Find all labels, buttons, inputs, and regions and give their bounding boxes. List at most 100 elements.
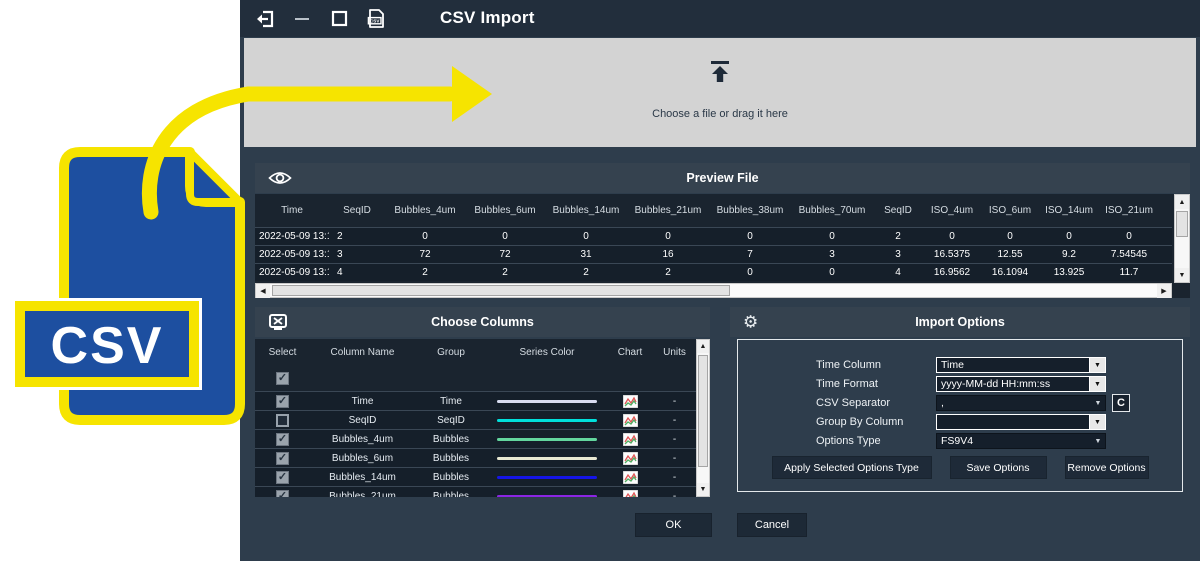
series-color-swatch[interactable] — [497, 437, 597, 441]
cell: 16 — [662, 249, 674, 260]
row-checkbox[interactable]: ✓ — [276, 432, 289, 446]
cell: 72 — [419, 249, 431, 260]
preview-file-header: Preview File — [255, 163, 1190, 193]
import-options-header: ⚙ Import Options — [730, 307, 1190, 337]
row-checkbox[interactable]: ✓ — [276, 413, 289, 427]
column-group: Time — [440, 395, 462, 407]
cancel-button[interactable]: Cancel — [737, 513, 807, 537]
series-color-swatch[interactable] — [497, 456, 597, 460]
chart-icon[interactable] — [622, 489, 638, 497]
scrollbar-thumb[interactable] — [272, 285, 730, 296]
time-format-dropdown[interactable]: yyyy-MM-dd HH:mm:ss ▼ — [936, 376, 1106, 392]
scrollbar-thumb[interactable] — [698, 355, 708, 467]
cell: 0 — [829, 267, 835, 278]
column-header: ISO_14um — [1045, 205, 1093, 216]
column-header: SeqID — [343, 205, 371, 216]
csv-file-icon: CSV — [365, 8, 387, 29]
scroll-down-icon[interactable]: ▼ — [697, 483, 709, 496]
preview-table: Time SeqID Bubbles_4um Bubbles_6um Bubbl… — [255, 194, 1190, 298]
maximize-icon[interactable] — [328, 9, 350, 29]
column-group: Bubbles — [432, 452, 470, 464]
time-column-dropdown[interactable]: Time ▼ — [936, 357, 1106, 373]
scroll-up-icon[interactable]: ▲ — [697, 340, 709, 353]
column-group: Bubbles — [432, 471, 470, 483]
column-units: - — [672, 395, 677, 407]
dropdown-value: , — [941, 397, 944, 409]
chart-icon[interactable] — [622, 451, 638, 465]
column-name: Bubbles_14um — [329, 471, 396, 483]
table-row: 2022-05-09 13:15:44 2 0 0 0 0 0 0 2 0 0 … — [255, 227, 1172, 245]
csv-separator-dropdown[interactable]: , ▼ — [936, 395, 1106, 411]
cell: 72 — [499, 249, 511, 260]
minimize-icon[interactable] — [291, 9, 313, 29]
svg-text:CSV: CSV — [370, 18, 380, 23]
row-checkbox[interactable]: ✓ — [276, 451, 289, 465]
dropzone-label: Choose a file or drag it here — [652, 108, 788, 120]
cell: 0 — [1126, 231, 1132, 242]
options-type-dropdown[interactable]: FS9V4 ▼ — [936, 433, 1106, 449]
chart-icon[interactable] — [622, 432, 638, 446]
series-color-swatch[interactable] — [497, 494, 597, 497]
dropdown-arrow-icon[interactable]: ▼ — [1089, 415, 1105, 429]
scroll-up-icon[interactable]: ▲ — [1175, 195, 1189, 209]
cell: 11.7 — [1119, 267, 1139, 278]
title-bar: CSV CSV Import — [240, 0, 1200, 37]
time-column-label: Time Column — [816, 359, 881, 371]
column-row: ✓ Bubbles_21um Bubbles - — [255, 486, 696, 497]
csv-badge-label: CSV — [51, 317, 164, 375]
scrollbar-thumb[interactable] — [1176, 211, 1188, 237]
preview-vertical-scrollbar[interactable]: ▲ ▼ — [1174, 194, 1190, 283]
scroll-down-icon[interactable]: ▼ — [1175, 268, 1189, 282]
cell: 2 — [583, 267, 589, 278]
dropdown-arrow-icon[interactable]: ▼ — [1089, 358, 1105, 372]
column-header: Time — [281, 205, 303, 216]
preview-horizontal-scrollbar[interactable]: ◀ ▶ — [255, 283, 1172, 298]
exit-icon[interactable] — [254, 9, 276, 29]
cell: 3 — [337, 249, 343, 260]
column-header: ISO_4um — [930, 205, 974, 216]
cell: 0 — [1007, 231, 1013, 242]
cell: 0 — [665, 231, 671, 242]
column-name: Time — [351, 395, 374, 407]
file-dropzone[interactable]: Choose a file or drag it here — [244, 38, 1196, 147]
select-all-checkbox[interactable]: ✓ — [276, 371, 289, 385]
column-header: Units — [663, 346, 686, 358]
cell: 2 — [422, 267, 428, 278]
file-fold — [186, 148, 244, 206]
cell: 2 — [665, 267, 671, 278]
scroll-right-icon[interactable]: ▶ — [1157, 283, 1171, 298]
dropdown-arrow-icon[interactable]: ▼ — [1089, 377, 1105, 391]
series-color-swatch[interactable] — [497, 399, 597, 403]
column-header: ISO_6um — [988, 205, 1032, 216]
cell: 0 — [583, 231, 589, 242]
column-header: Chart — [617, 346, 643, 358]
column-row: ✓ Bubbles_14um Bubbles - — [255, 467, 696, 486]
refresh-icon[interactable]: C — [1112, 394, 1130, 412]
chart-icon[interactable] — [622, 394, 638, 408]
chart-icon[interactable] — [622, 470, 638, 484]
group-by-column-dropdown[interactable]: ▼ — [936, 414, 1106, 430]
row-checkbox[interactable]: ✓ — [276, 489, 289, 497]
row-checkbox[interactable]: ✓ — [276, 394, 289, 408]
column-row: ✓ Bubbles_4um Bubbles - — [255, 429, 696, 448]
dropdown-arrow-icon[interactable]: ▼ — [1094, 399, 1102, 407]
column-header: ISO_21um — [1105, 205, 1153, 216]
chart-icon[interactable] — [622, 413, 638, 427]
scroll-left-icon[interactable]: ◀ — [256, 283, 270, 298]
column-header: Bubbles_6um — [474, 205, 536, 216]
column-header: Bubbles_21um — [634, 205, 702, 216]
dropdown-arrow-icon[interactable]: ▼ — [1094, 437, 1102, 445]
apply-selected-options-type-button[interactable]: Apply Selected Options Type — [771, 456, 932, 479]
column-header: Bubbles_4um — [394, 205, 456, 216]
row-checkbox[interactable]: ✓ — [276, 470, 289, 484]
cell: 13.925 — [1053, 267, 1085, 278]
series-color-swatch[interactable] — [497, 418, 597, 422]
column-header: Bubbles_14um — [552, 205, 620, 216]
cell: 7 — [747, 249, 753, 260]
series-color-swatch[interactable] — [497, 475, 597, 479]
ok-button[interactable]: OK — [635, 513, 712, 537]
remove-options-button[interactable]: Remove Options — [1064, 456, 1149, 479]
choose-columns-scrollbar[interactable]: ▲ ▼ — [696, 339, 710, 497]
save-options-button[interactable]: Save Options — [949, 456, 1047, 479]
